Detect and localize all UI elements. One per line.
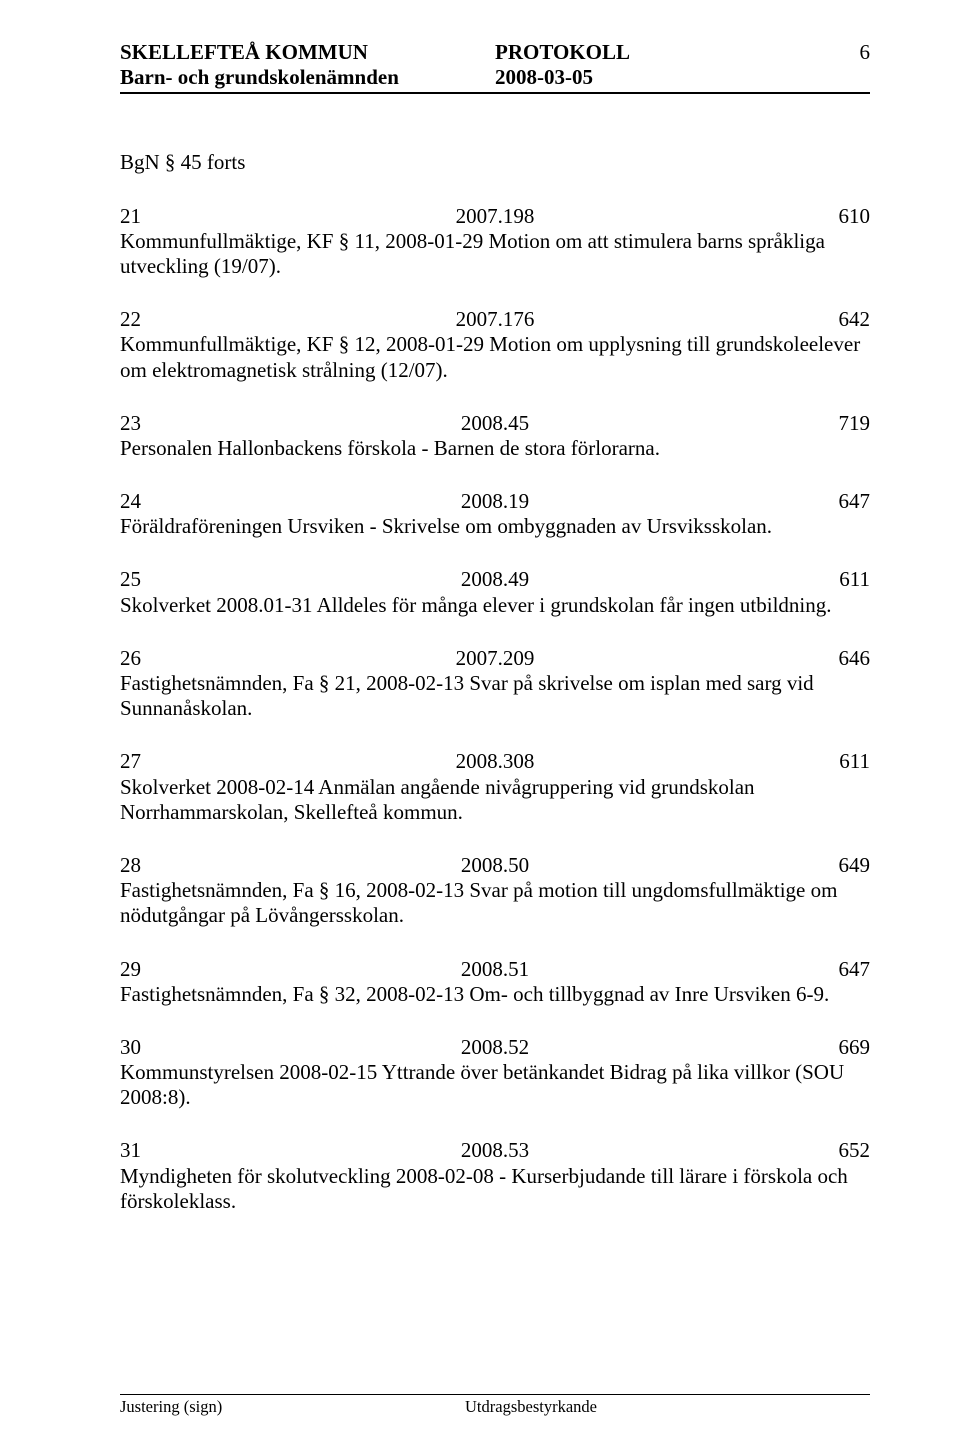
header-date: 2008-03-05 (495, 65, 830, 90)
entry-ref: 2007.176 (180, 307, 810, 332)
entry-ref: 2008.45 (180, 411, 810, 436)
entry-ref: 2008.49 (180, 567, 810, 592)
entry-desc: Myndigheten för skolutveckling 2008-02-0… (120, 1164, 870, 1214)
entry: 29 2008.51 647 Fastighetsnämnden, Fa § 3… (120, 957, 870, 1007)
entry-desc: Fastighetsnämnden, Fa § 32, 2008-02-13 O… (120, 982, 870, 1007)
entry-row: 25 2008.49 611 (120, 567, 870, 592)
entry-code: 611 (810, 749, 870, 774)
entry: 21 2007.198 610 Kommunfullmäktige, KF § … (120, 204, 870, 280)
entry-num: 29 (120, 957, 180, 982)
entry-desc: Kommunfullmäktige, KF § 12, 2008-01-29 M… (120, 332, 870, 382)
entry-ref: 2007.198 (180, 204, 810, 229)
header-left: SKELLEFTEÅ KOMMUN Barn- och grundskolenä… (120, 40, 455, 90)
entry-row: 26 2007.209 646 (120, 646, 870, 671)
entry: 23 2008.45 719 Personalen Hallonbackens … (120, 411, 870, 461)
entry: 31 2008.53 652 Myndigheten för skolutvec… (120, 1138, 870, 1214)
entry-num: 24 (120, 489, 180, 514)
entry-code: 611 (810, 567, 870, 592)
entry-num: 26 (120, 646, 180, 671)
entry-ref: 2008.19 (180, 489, 810, 514)
entry-code: 647 (810, 489, 870, 514)
entry-ref: 2008.51 (180, 957, 810, 982)
entry-desc: Personalen Hallonbackens förskola - Barn… (120, 436, 870, 461)
entry-code: 649 (810, 853, 870, 878)
entry: 26 2007.209 646 Fastighetsnämnden, Fa § … (120, 646, 870, 722)
entry-ref: 2008.52 (180, 1035, 810, 1060)
entry-code: 719 (810, 411, 870, 436)
entry-row: 31 2008.53 652 (120, 1138, 870, 1163)
entry-row: 21 2007.198 610 (120, 204, 870, 229)
entry: 22 2007.176 642 Kommunfullmäktige, KF § … (120, 307, 870, 383)
entry-num: 30 (120, 1035, 180, 1060)
footer-left: Justering (sign) (120, 1397, 465, 1417)
entry-row: 22 2007.176 642 (120, 307, 870, 332)
header-rule (120, 92, 870, 94)
header-center: PROTOKOLL 2008-03-05 (455, 40, 830, 90)
entry-num: 21 (120, 204, 180, 229)
header-page-number: 6 (830, 40, 870, 90)
entry-code: 610 (810, 204, 870, 229)
entry-desc: Fastighetsnämnden, Fa § 21, 2008-02-13 S… (120, 671, 870, 721)
entry-num: 23 (120, 411, 180, 436)
entry-code: 669 (810, 1035, 870, 1060)
footer-row: Justering (sign) Utdragsbestyrkande (120, 1397, 870, 1417)
entry-code: 647 (810, 957, 870, 982)
entry-num: 28 (120, 853, 180, 878)
entry: 30 2008.52 669 Kommunstyrelsen 2008-02-1… (120, 1035, 870, 1111)
entry-num: 27 (120, 749, 180, 774)
entry-row: 24 2008.19 647 (120, 489, 870, 514)
entry-ref: 2007.209 (180, 646, 810, 671)
entry-row: 23 2008.45 719 (120, 411, 870, 436)
entry-code: 646 (810, 646, 870, 671)
entry-num: 31 (120, 1138, 180, 1163)
entry: 25 2008.49 611 Skolverket 2008.01-31 All… (120, 567, 870, 617)
entry-ref: 2008.50 (180, 853, 810, 878)
entry-row: 29 2008.51 647 (120, 957, 870, 982)
content-area: BgN § 45 forts 21 2007.198 610 Kommunful… (120, 150, 870, 1214)
entry-row: 27 2008.308 611 (120, 749, 870, 774)
entry-desc: Kommunstyrelsen 2008-02-15 Yttrande över… (120, 1060, 870, 1110)
header-board: Barn- och grundskolenämnden (120, 65, 455, 90)
entry-row: 28 2008.50 649 (120, 853, 870, 878)
footer-right: Utdragsbestyrkande (465, 1397, 870, 1417)
entry-ref: 2008.308 (180, 749, 810, 774)
entry-ref: 2008.53 (180, 1138, 810, 1163)
entry-desc: Kommunfullmäktige, KF § 11, 2008-01-29 M… (120, 229, 870, 279)
entry-num: 22 (120, 307, 180, 332)
page-footer: Justering (sign) Utdragsbestyrkande (120, 1394, 870, 1417)
document-page: SKELLEFTEÅ KOMMUN Barn- och grundskolenä… (0, 0, 960, 1451)
entry-desc: Skolverket 2008-02-14 Anmälan angående n… (120, 775, 870, 825)
entry-num: 25 (120, 567, 180, 592)
entry-code: 642 (810, 307, 870, 332)
entry-code: 652 (810, 1138, 870, 1163)
entry-row: 30 2008.52 669 (120, 1035, 870, 1060)
page-header: SKELLEFTEÅ KOMMUN Barn- och grundskolenä… (120, 40, 870, 90)
entry-desc: Skolverket 2008.01-31 Alldeles för många… (120, 593, 870, 618)
entry: 27 2008.308 611 Skolverket 2008-02-14 An… (120, 749, 870, 825)
header-doc-type: PROTOKOLL (495, 40, 830, 65)
footer-rule (120, 1394, 870, 1395)
entry: 24 2008.19 647 Föräldraföreningen Ursvik… (120, 489, 870, 539)
entry: 28 2008.50 649 Fastighetsnämnden, Fa § 1… (120, 853, 870, 929)
header-org: SKELLEFTEÅ KOMMUN (120, 40, 455, 65)
section-title: BgN § 45 forts (120, 150, 870, 175)
entry-desc: Föräldraföreningen Ursviken - Skrivelse … (120, 514, 870, 539)
entry-desc: Fastighetsnämnden, Fa § 16, 2008-02-13 S… (120, 878, 870, 928)
